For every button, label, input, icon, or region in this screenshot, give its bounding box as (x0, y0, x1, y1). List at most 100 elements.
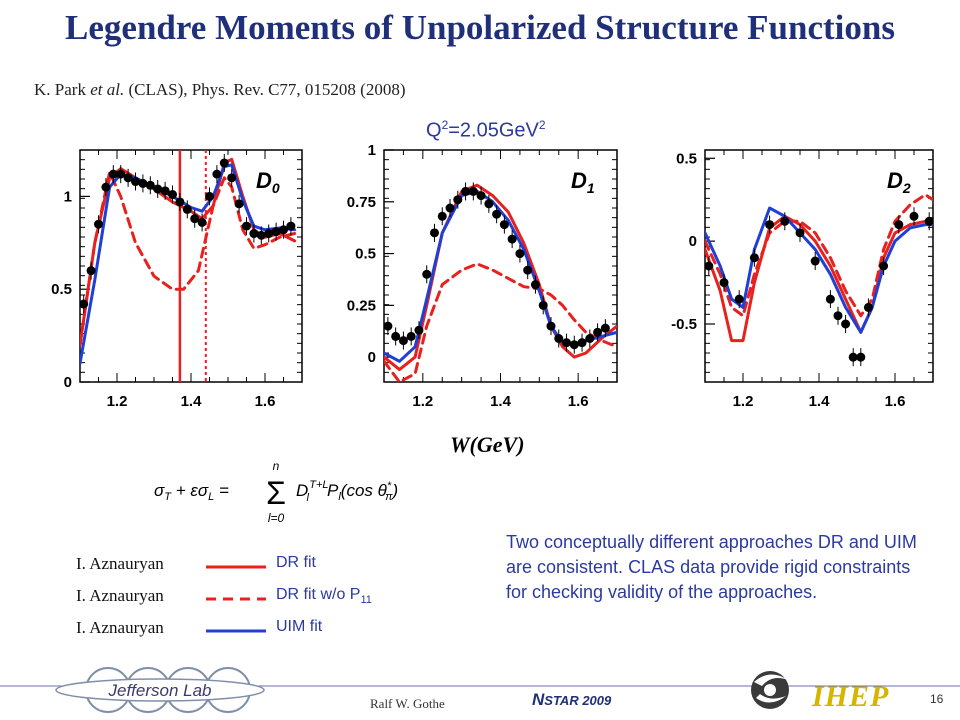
data-point (530, 280, 540, 290)
data-point (168, 190, 177, 200)
legend-desc-sub: 11 (360, 594, 372, 607)
data-point (780, 216, 790, 226)
data-point (795, 228, 805, 238)
y-tick-label: 0.25 (347, 297, 376, 314)
q2-base: Q (426, 119, 442, 142)
legend-desc-dr-fit-wo-p11: DR fit w/o P11 (276, 586, 372, 606)
data-point (422, 269, 432, 279)
data-point (515, 249, 525, 259)
chart-frame (79, 149, 303, 383)
x-tick-label: 1.4 (181, 393, 203, 410)
legend-line-dr-fit-wo-p11 (206, 597, 266, 601)
ihep-emblem-icon (751, 671, 789, 709)
data-point (249, 229, 259, 239)
svg-text:σT + εσL =: σT + εσL = (154, 481, 229, 503)
legend-line-uim-fit (206, 629, 266, 633)
data-point (264, 229, 274, 239)
panel-label: D2 (887, 168, 911, 196)
data-point (841, 319, 851, 329)
data-point (719, 278, 729, 288)
y-tick-label: -0.5 (671, 316, 697, 333)
data-point (569, 340, 579, 350)
data-point (271, 227, 281, 237)
panel-label-letter: D (571, 168, 587, 193)
data-point (538, 300, 548, 310)
q2-unit-sup: 2 (538, 118, 546, 132)
data-point (212, 169, 222, 179)
data-point (484, 199, 494, 209)
x-tick-label: 1.4 (809, 393, 831, 410)
data-point (863, 302, 873, 312)
data-point (523, 265, 533, 275)
y-tick-label: 0.5 (355, 246, 376, 263)
data-point (205, 191, 214, 201)
panel-label-subscript: 1 (587, 180, 595, 196)
data-point (197, 217, 207, 227)
sum-lower-limit: l=0 (268, 511, 285, 525)
data-point (131, 177, 140, 187)
data-point (833, 311, 843, 321)
data-point (437, 211, 447, 221)
data-point (554, 334, 564, 343)
data-point (398, 336, 408, 346)
data-point (810, 256, 820, 266)
panel-label: D0 (256, 168, 280, 196)
legend-desc-dr-fit: DR fit (276, 554, 316, 571)
panel-label-letter: D (887, 168, 903, 193)
data-point (476, 191, 486, 201)
data-point (414, 325, 424, 335)
legend-desc-text: DR fit w/o P (276, 586, 361, 603)
data-point (894, 220, 904, 230)
x-tick-label: 1.6 (885, 393, 906, 410)
series-line-dr-fit (384, 183, 617, 372)
data-point (153, 184, 163, 194)
data-point (242, 221, 251, 231)
data-point (825, 294, 835, 304)
panel-label-subscript: 0 (272, 180, 280, 196)
data-point (384, 321, 393, 331)
fit-legend: I. Aznauryan DR fit I. Aznauryan DR fit … (76, 554, 476, 650)
chart-plot-area (80, 150, 297, 382)
data-point (160, 186, 170, 196)
y-tick-label: 1 (64, 188, 72, 205)
data-point (924, 216, 933, 226)
reference-etal: et al. (90, 80, 125, 99)
data-point (562, 338, 572, 348)
series-line-dr-fit-w-o-p11 (80, 170, 297, 347)
q2-label: Q2=2.05GeV2 (426, 118, 546, 143)
y-tick-label: 0 (689, 233, 697, 250)
data-point (286, 221, 296, 231)
x-tick-label: 1.4 (490, 393, 512, 410)
chart-panel-d0: 00.511.2 1.4 1.6D0 (51, 149, 303, 410)
data-point (593, 327, 603, 337)
data-point (734, 294, 744, 304)
data-point (705, 261, 714, 271)
data-point (227, 173, 237, 183)
data-point (406, 331, 416, 341)
x-axis-label: W(GeV) (450, 432, 525, 457)
footer-author: Ralf W. Gothe (370, 696, 445, 711)
data-point (445, 203, 455, 213)
data-point (391, 331, 401, 341)
data-point (429, 228, 439, 238)
data-point (856, 352, 866, 362)
data-point (499, 220, 509, 230)
page-number: 16 (930, 692, 944, 706)
series-line-dr-fit-w-o-p11 (384, 262, 617, 382)
data-point (879, 261, 889, 271)
y-tick-label: 0 (368, 349, 376, 366)
footer-event: NSTAR 2009 (532, 690, 611, 710)
data-point (577, 338, 587, 348)
x-tick-label: 1.2 (412, 393, 433, 410)
y-tick-label: 0.75 (347, 194, 376, 211)
data-point (507, 234, 517, 244)
reference-citation: K. Park et al. (CLAS), Phys. Rev. C77, 0… (34, 80, 406, 100)
data-point (585, 334, 595, 343)
data-point (453, 195, 463, 205)
data-point (190, 214, 200, 224)
series-line-uim-fit (80, 163, 297, 365)
x-tick-label: 1.6 (255, 393, 276, 410)
data-point (461, 186, 471, 196)
